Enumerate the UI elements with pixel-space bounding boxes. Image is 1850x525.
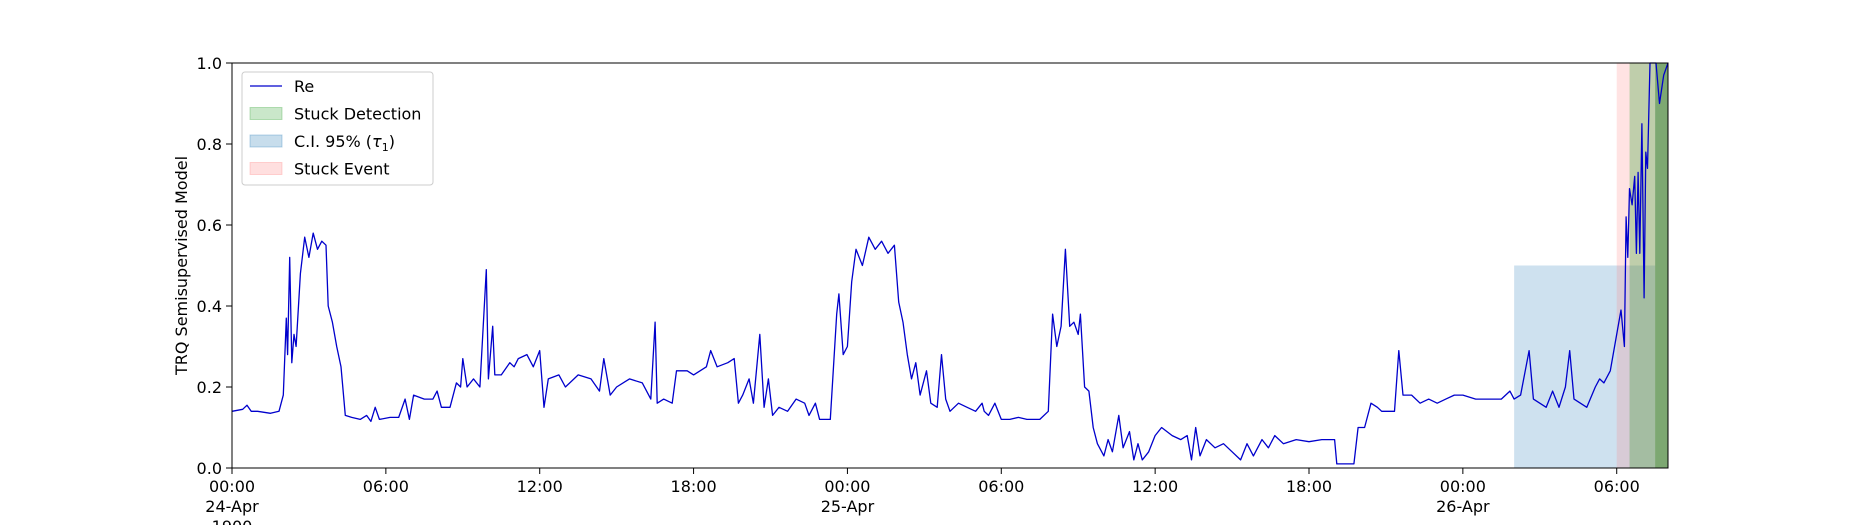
y-tick-label: 0.0: [197, 459, 222, 478]
legend-box: [241, 71, 434, 186]
x-tick-label: 00:00: [824, 477, 870, 496]
x-tick-label: 00:00: [209, 477, 255, 496]
legend-label: Re: [294, 77, 314, 96]
x-tick-label: 12:00: [517, 477, 563, 496]
legend-swatch-patch: [249, 107, 283, 120]
x-tick-label: 06:00: [1594, 477, 1640, 496]
legend-swatch-patch: [249, 134, 283, 148]
legend-label: Stuck Event: [294, 160, 390, 179]
legend: Re Stuck Detection C.I. 95% (τ1) Stuck Even…: [241, 71, 434, 186]
y-tick-label: 1.0: [197, 54, 222, 73]
y-axis: 0.0 0.2 0.4 0.6 0.8 1.0: [197, 54, 232, 478]
y-tick-label: 0.6: [197, 216, 222, 235]
x-tick-label: 00:00: [1440, 477, 1486, 496]
stuck-detection-dark: [1655, 63, 1668, 468]
series-layer: [231, 62, 1669, 465]
x-tick-year-label: 1900: [212, 517, 253, 525]
x-tick-label: 18:00: [671, 477, 717, 496]
x-tick-date-label: 25-Apr: [821, 497, 875, 516]
legend-label: C.I. 95% (τ1): [294, 132, 395, 154]
x-tick-label: 06:00: [363, 477, 409, 496]
series-line-0: [231, 62, 1669, 465]
legend-swatch-patch: [249, 162, 283, 175]
x-tick-date-label: 26-Apr: [1436, 497, 1490, 516]
shaded-regions: [1514, 63, 1668, 468]
x-tick-label: 12:00: [1132, 477, 1178, 496]
y-axis-label: TRQ Semisupervised Model: [172, 156, 191, 376]
x-axis: 00:0024-Apr190006:0012:0018:0000:0025-Ap…: [205, 468, 1640, 525]
legend-label: Stuck Detection: [294, 105, 421, 124]
x-tick-label: 06:00: [978, 477, 1024, 496]
x-tick-date-label: 24-Apr: [205, 497, 259, 516]
plot-frame: [231, 62, 1669, 469]
y-tick-label: 0.4: [197, 297, 222, 316]
y-tick-label: 0.8: [197, 135, 222, 154]
x-tick-label: 18:00: [1286, 477, 1332, 496]
y-tick-label: 0.2: [197, 378, 222, 397]
ci-region: [1514, 265, 1656, 468]
